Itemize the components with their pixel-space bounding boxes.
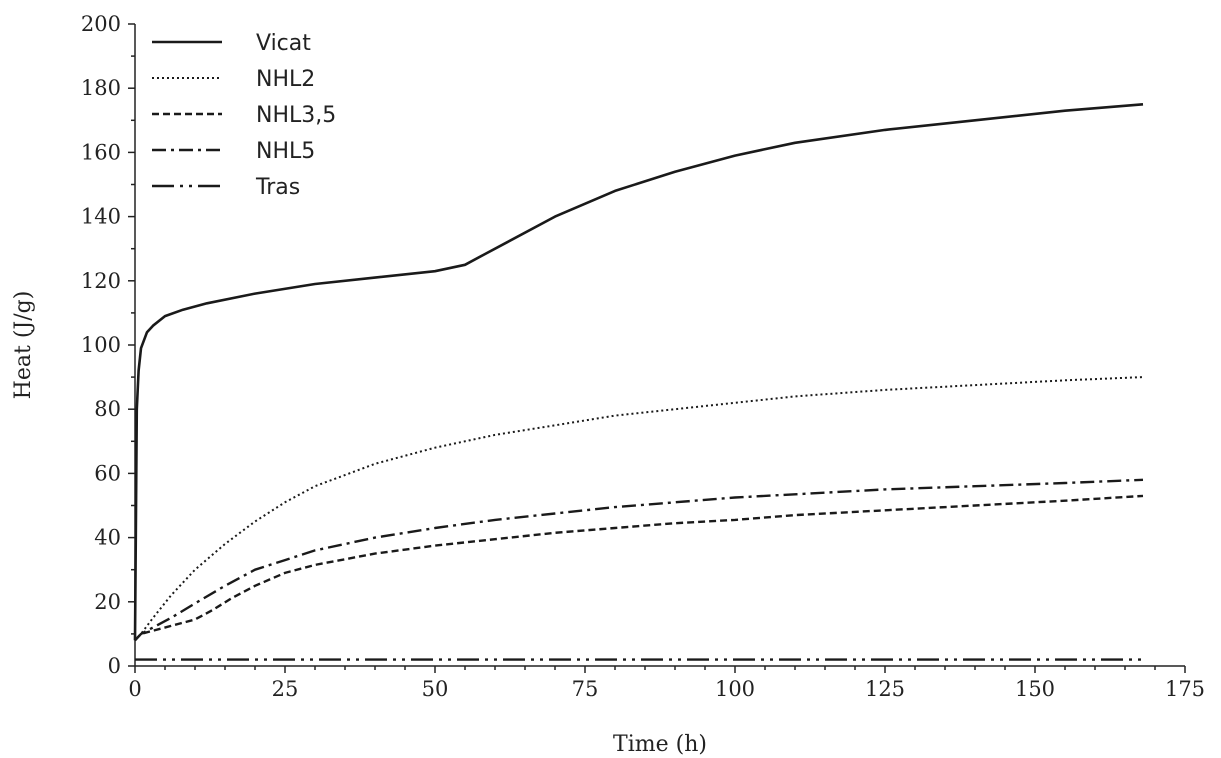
x-ticks: 0 25 50 75 100 125 150 175 (128, 666, 1205, 701)
y-tick-label: 180 (81, 76, 121, 100)
series-line-vicat (133, 103, 1144, 641)
x-tick-label: 50 (422, 677, 449, 701)
series-lines (133, 103, 1144, 661)
series-line-nhl3-5 (134, 494, 1144, 642)
x-axis-title: Time (h) (613, 732, 707, 757)
x-tick-label: 75 (572, 677, 599, 701)
x-tick-label: 175 (1165, 677, 1205, 701)
series-line-nhl2 (134, 376, 1144, 641)
y-tick-label: 20 (94, 590, 121, 614)
x-tick-label: 100 (715, 677, 755, 701)
y-axis-title: Heat (J/g) (11, 291, 36, 400)
y-tick-label: 120 (81, 269, 121, 293)
x-tick-label: 0 (128, 677, 141, 701)
y-tick-label: 40 (94, 526, 121, 550)
series-line-nhl5 (134, 478, 1144, 642)
x-tick-label: 25 (272, 677, 299, 701)
legend-label-nhl3-5: NHL3,5 (256, 103, 336, 128)
y-tick-label: 60 (94, 461, 121, 485)
y-ticks: 0 20 40 60 80 100 120 140 160 180 200 (81, 12, 135, 678)
y-tick-label: 140 (81, 205, 121, 229)
legend-label-vicat: Vicat (256, 31, 311, 56)
y-tick-label: 160 (81, 140, 121, 164)
legend-label-nhl5: NHL5 (256, 139, 315, 164)
legend-label-tras: Tras (255, 175, 300, 200)
x-tick-label: 150 (1015, 677, 1055, 701)
legend-label-nhl2: NHL2 (256, 67, 315, 92)
y-tick-label: 80 (94, 397, 121, 421)
x-tick-label: 125 (865, 677, 905, 701)
y-tick-label: 200 (81, 12, 121, 36)
y-tick-label: 100 (81, 333, 121, 357)
y-tick-label: 0 (108, 654, 121, 678)
legend: Vicat NHL2 NHL3,5 NHL5 Tras (152, 31, 336, 200)
